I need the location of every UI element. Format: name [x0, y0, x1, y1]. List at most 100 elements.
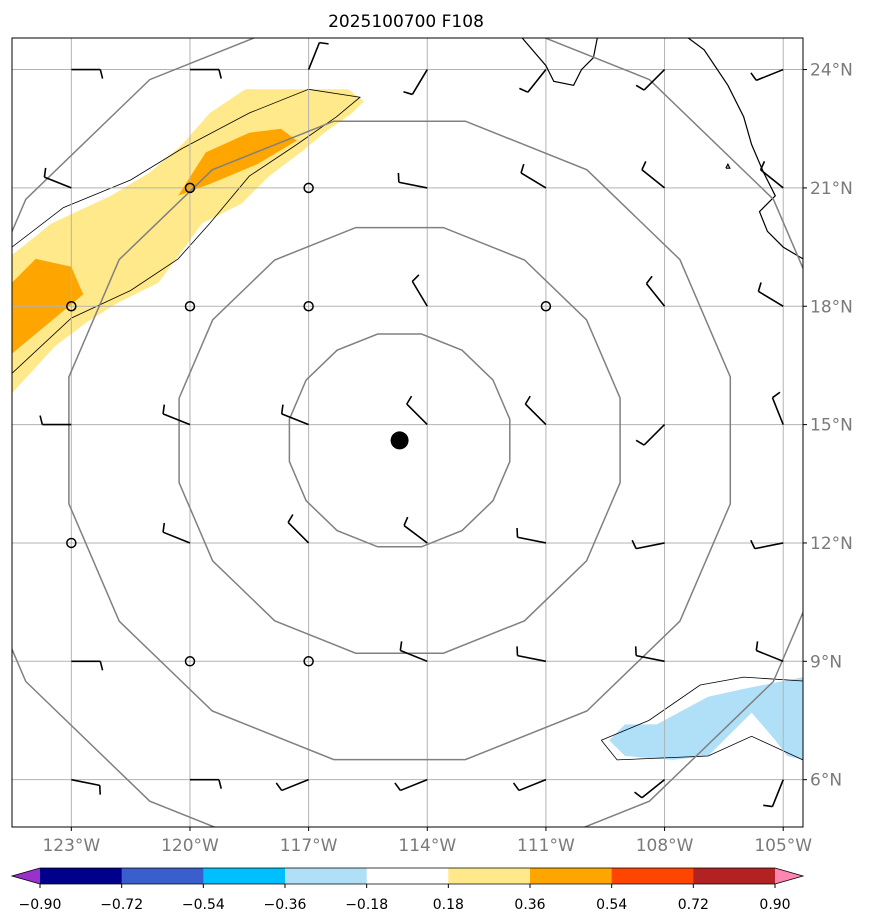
wind-barb — [394, 778, 428, 792]
barb-feather — [759, 161, 766, 171]
wind-barb — [750, 539, 784, 550]
barb-feather — [280, 404, 284, 414]
barb-shaft — [754, 542, 784, 550]
wind-barb — [303, 182, 314, 194]
wind-barb — [759, 161, 784, 189]
barb-feather — [757, 282, 762, 292]
shaded-region-negative-0.18-band — [609, 677, 803, 760]
barb-feather — [39, 415, 44, 425]
barb-feather — [763, 804, 773, 808]
barb-shaft — [44, 176, 72, 189]
lon-tick-label: 111°W — [517, 836, 575, 856]
barb-shaft — [643, 68, 666, 91]
wind-barb — [303, 301, 314, 312]
calm-circle — [540, 301, 552, 312]
wind-barb — [635, 68, 666, 91]
barb-shaft — [635, 654, 665, 663]
barb-shaft — [400, 778, 428, 792]
lon-tick-label: 108°W — [636, 836, 694, 856]
wind-barb — [641, 161, 666, 189]
wind-barb — [303, 656, 314, 667]
barb-feather — [287, 514, 294, 523]
barb-feather — [399, 641, 403, 651]
barb-shaft — [162, 413, 191, 426]
colorbar-segment — [693, 868, 776, 884]
barb-shaft — [287, 521, 310, 544]
calm-circle — [184, 182, 196, 194]
wind-barb — [516, 646, 547, 663]
barb-feather — [750, 72, 757, 81]
barb-feather — [406, 395, 413, 405]
wind-barb — [757, 282, 784, 307]
wind-barb — [66, 537, 77, 549]
wind-barb — [634, 779, 666, 799]
colorbar-segment — [203, 868, 286, 884]
colorbar-tick-label: 0.90 — [759, 897, 790, 913]
barb-feather — [218, 779, 223, 789]
wind-barb — [512, 778, 547, 792]
barb-shaft — [517, 536, 547, 544]
barb-shaft — [771, 779, 784, 807]
colorbar-segment — [611, 868, 694, 884]
wind-barb — [184, 656, 196, 667]
lat-tick-label: 12°N — [810, 534, 853, 554]
chart-title: 2025100700 F108 — [328, 12, 484, 32]
calm-circle — [303, 301, 314, 312]
colorbar-tick-label: 0.18 — [433, 897, 464, 913]
wind-barb — [520, 163, 547, 189]
barb-feather — [645, 275, 653, 285]
wind-barb — [162, 404, 191, 426]
barb-shaft — [162, 531, 191, 544]
wind-barb — [755, 641, 784, 663]
barb-shaft — [641, 779, 666, 799]
barb-feather — [520, 163, 525, 174]
colorbar-tick-label: −0.90 — [19, 897, 62, 913]
calm-circle — [303, 182, 314, 194]
range-ring-2 — [178, 226, 621, 654]
barb-shaft — [400, 649, 428, 663]
barb-feather — [411, 274, 420, 282]
colorbar-segment — [121, 868, 204, 884]
calm-circle — [303, 656, 314, 667]
wind-barb — [71, 778, 102, 795]
wind-barb — [645, 275, 666, 307]
barb-shaft — [411, 69, 428, 95]
wind-barb — [184, 301, 196, 312]
barb-feather — [394, 782, 401, 791]
lon-tick-label: 105°W — [754, 836, 812, 856]
colorbar-tick-label: −0.36 — [264, 897, 307, 913]
barb-shaft — [524, 403, 547, 426]
wind-barb — [66, 301, 77, 312]
wind-barb — [750, 68, 784, 82]
colorbar-tick-label: 0.54 — [596, 897, 627, 913]
calm-circle — [66, 537, 77, 549]
colorbar-extend-high — [775, 868, 803, 884]
range-ring-1 — [288, 333, 511, 548]
barb-shaft — [307, 42, 321, 70]
barb-shaft — [645, 283, 666, 307]
wind-barb — [411, 274, 428, 307]
wind-barb — [162, 522, 191, 544]
barb-shaft — [406, 403, 428, 426]
barb-feather — [99, 69, 104, 79]
barb-shaft — [641, 169, 666, 189]
plot-frame — [11, 37, 804, 828]
wind-barb — [397, 172, 428, 189]
wind-barb — [631, 539, 665, 550]
colorbar-tick-label: −0.72 — [100, 897, 143, 913]
lat-tick-label: 9°N — [810, 652, 842, 672]
coastline-mainland-mexico — [687, 38, 803, 260]
wind-barb — [763, 779, 784, 808]
wind-barb — [403, 516, 428, 544]
barb-feather — [755, 641, 759, 651]
wind-barb — [71, 660, 104, 671]
barb-shaft — [771, 397, 784, 425]
barb-feather — [162, 522, 166, 533]
barb-shaft — [281, 413, 309, 426]
colorbar-segment — [530, 868, 613, 884]
barb-shaft — [756, 649, 784, 663]
shaded-region-positive-0.18-band — [12, 89, 364, 394]
barb-shaft — [411, 280, 428, 307]
wind-barb — [634, 646, 665, 663]
lat-tick-label: 6°N — [810, 771, 842, 791]
